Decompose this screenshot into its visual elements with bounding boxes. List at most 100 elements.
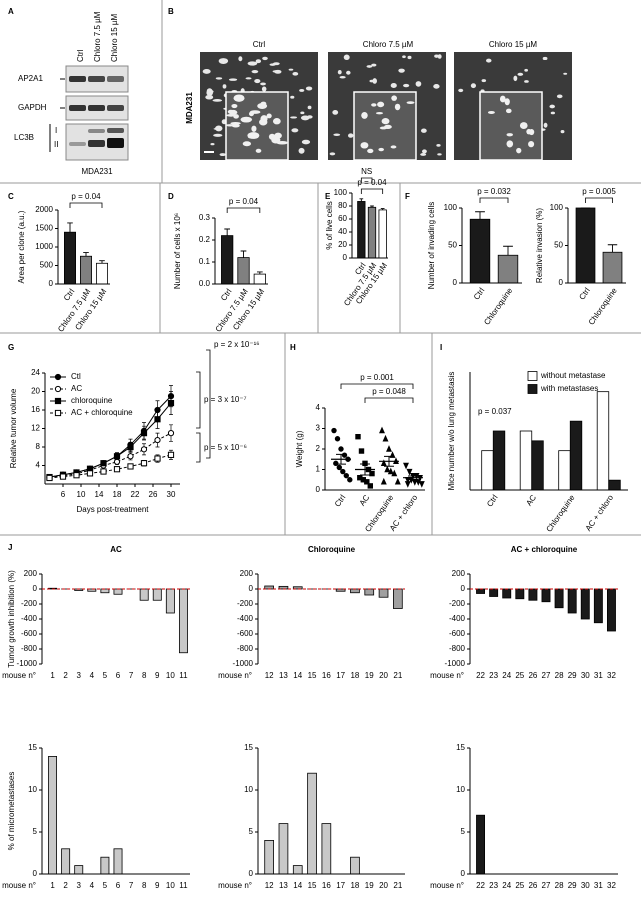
annotation: p = 0.037 — [478, 407, 512, 416]
cell-cluster — [486, 58, 492, 63]
x-tick-label: 10 — [166, 881, 175, 890]
y-tick-label: 4 — [316, 403, 321, 412]
bar — [292, 865, 303, 875]
y-tick-label: -200 — [449, 599, 466, 608]
y-tick-label: 0 — [249, 584, 254, 593]
y-tick-label: -800 — [237, 644, 254, 653]
marker — [355, 434, 361, 440]
x-tick-label: 10 — [166, 671, 175, 680]
blot-band — [69, 142, 86, 146]
x-tick-label: Ctrl — [485, 493, 500, 509]
cell-cluster — [259, 118, 268, 126]
cell-cluster — [528, 140, 535, 148]
lane-label: Chloro 7.5 µM — [93, 11, 102, 62]
bar — [378, 209, 387, 259]
cell-cluster — [402, 55, 406, 59]
x-tick-label: 14 — [95, 490, 104, 499]
bar — [364, 588, 375, 596]
cell-cluster — [268, 133, 276, 140]
marker — [167, 451, 175, 458]
y-tick-label: 5 — [461, 827, 466, 836]
x-tick-label: 2 — [63, 671, 68, 680]
x-tick-label: 1 — [50, 881, 55, 890]
error-bar — [475, 211, 485, 220]
marker — [154, 455, 161, 462]
annotation: p = 5 x 10⁻⁶ — [204, 443, 247, 452]
x-tick-label: AC + chloro — [584, 493, 616, 533]
bar — [378, 588, 389, 598]
cell-cluster — [433, 84, 440, 89]
y-tick-label: 10 — [456, 785, 465, 794]
marker — [167, 399, 175, 407]
legend-label: AC + chloroquine — [71, 408, 133, 417]
significance-bracket — [340, 383, 414, 389]
x-tick-label: 15 — [308, 671, 317, 680]
sem-bar — [336, 453, 346, 465]
x-tick-label: 14 — [293, 671, 302, 680]
bar — [515, 588, 525, 600]
bar — [139, 588, 149, 601]
band-label: I — [55, 126, 57, 135]
marker — [140, 446, 148, 453]
marker — [380, 477, 387, 485]
significance-bracket — [206, 349, 211, 459]
x-tick-label: 31 — [594, 671, 603, 680]
marker — [418, 481, 425, 488]
blot-band — [88, 129, 105, 133]
marker — [387, 467, 394, 475]
bar — [575, 207, 596, 284]
series-line — [49, 432, 172, 479]
x-tick-label: 31 — [594, 881, 603, 890]
cell-cluster — [434, 54, 439, 58]
cell-cluster — [394, 103, 401, 111]
y-tick-label: 1 — [316, 465, 321, 474]
cell-cluster — [369, 79, 374, 83]
annotation: p = 0.04 — [357, 178, 387, 187]
blot-band — [107, 128, 124, 133]
x-tick-label: 3 — [77, 881, 82, 890]
cell-cluster — [251, 70, 259, 74]
panel-letter: F — [405, 192, 410, 201]
x-tick-label: Ctrl — [577, 286, 592, 302]
bar — [606, 588, 616, 632]
error-bar — [503, 245, 513, 256]
x-tick-label: AC — [524, 493, 538, 507]
cell-cluster — [247, 135, 259, 139]
y-axis-label: Number of invading cells — [427, 202, 436, 290]
x-tick-label: 7 — [129, 881, 134, 890]
x-tick-label: 22 — [131, 490, 140, 499]
annotation: p = 2 x 10⁻¹⁶ — [214, 340, 260, 349]
marker — [404, 481, 411, 488]
marker — [100, 468, 107, 475]
panel-letter: C — [8, 192, 14, 201]
chart-title: Chloroquine — [308, 545, 356, 554]
cell-cluster — [346, 70, 351, 75]
x-axis-label: mouse n° — [2, 671, 36, 680]
cell-line-label: MDA231 — [81, 167, 113, 176]
bar — [593, 588, 603, 624]
bar — [165, 588, 175, 614]
x-tick-label: 9 — [155, 671, 160, 680]
y-tick-label: 0 — [461, 584, 466, 593]
cell-cluster — [506, 133, 513, 137]
significance-bracket — [585, 197, 613, 203]
y-tick-label: 0.2 — [199, 235, 211, 244]
panel-letter: B — [168, 7, 174, 16]
y-tick-label: 100 — [334, 188, 348, 197]
cell-cluster — [260, 82, 266, 86]
annotation: p = 3 x 10⁻⁷ — [204, 395, 247, 404]
y-tick-label: 1500 — [35, 224, 53, 233]
bar — [64, 231, 77, 285]
marker — [382, 434, 389, 442]
cell-cluster — [291, 128, 299, 133]
marker — [369, 470, 375, 477]
blot-band — [88, 105, 105, 111]
cell-cluster — [276, 140, 289, 145]
cell-cluster — [242, 141, 252, 147]
x-tick-label: 18 — [113, 490, 122, 499]
x-tick-label: 17 — [336, 671, 345, 680]
y-axis-label: Relative tumor volume — [9, 388, 18, 468]
y-tick-label: 60 — [338, 214, 347, 223]
error-bar — [67, 222, 73, 233]
x-tick-label: 6 — [116, 881, 121, 890]
